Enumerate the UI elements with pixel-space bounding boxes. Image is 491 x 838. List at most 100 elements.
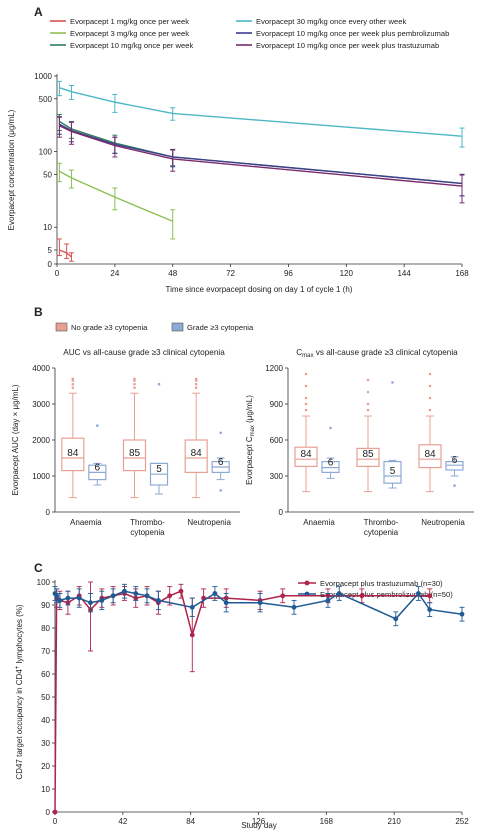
- panel-b-auc-title: AUC vs all-cause grade ≥3 clinical cytop…: [63, 348, 225, 357]
- x-tick-label: 72: [226, 269, 235, 278]
- outlier-point: [133, 377, 136, 381]
- x-tick-label: 210: [387, 817, 401, 826]
- y-tick-label: 0: [279, 508, 284, 517]
- panel-b-cmax-y-label: Evorpacept Cmax (μg/mL): [245, 395, 256, 485]
- outlier-point: [428, 372, 432, 376]
- data-point: [427, 607, 433, 612]
- box: [294, 446, 318, 468]
- panel-c: C Evorpacept plus trastuzumab (n=30)Evor…: [15, 561, 469, 830]
- outlier-point: [304, 402, 308, 406]
- data-point: [393, 616, 399, 622]
- data-point: [122, 588, 127, 594]
- group-n-label: 6: [452, 455, 458, 466]
- data-point: [325, 598, 331, 603]
- data-point: [76, 595, 82, 601]
- series-2: [52, 583, 465, 627]
- data-point: [427, 593, 433, 599]
- data-point: [144, 593, 150, 599]
- outlier-point: [71, 377, 75, 381]
- x-tick-label: 42: [118, 817, 127, 826]
- series-line: [59, 87, 463, 137]
- group-n-label: 6: [328, 458, 334, 469]
- box: [184, 439, 208, 474]
- y-tick-label: 1000: [32, 472, 50, 481]
- data-point: [133, 591, 139, 596]
- y-tick-label: 900: [270, 400, 284, 409]
- y-tick-label: 50: [43, 170, 52, 179]
- data-point: [52, 809, 58, 815]
- data-point: [459, 611, 465, 617]
- category-label: Neutropenia: [187, 518, 231, 527]
- y-tick-label: 600: [270, 436, 284, 445]
- group-n-label: 84: [424, 449, 436, 460]
- legend-label: Evorpacept plus pembrolizumab (n=50): [320, 590, 453, 599]
- data-point: [57, 598, 63, 603]
- outlier-point: [194, 377, 198, 381]
- series-line: [59, 170, 173, 222]
- series-line: [54, 590, 430, 813]
- x-tick-label: 84: [186, 817, 195, 826]
- outlier-point: [366, 378, 370, 382]
- data-point: [359, 593, 365, 599]
- y-tick-label: 100: [37, 578, 51, 587]
- series-6: [56, 116, 465, 204]
- panel-b-cmax-title: Cmax vs all-cause grade ≥3 clinical cyto…: [296, 348, 458, 359]
- y-tick-label: 100: [39, 148, 53, 157]
- series-1: [52, 581, 433, 815]
- group-n-label: 6: [218, 457, 224, 468]
- y-tick-label: 500: [39, 95, 53, 104]
- y-tick-label: 30: [41, 739, 50, 748]
- data-point: [88, 600, 93, 606]
- panel-a-plot: [56, 80, 465, 262]
- y-tick-label: 1200: [265, 364, 283, 373]
- legend-swatch: [171, 322, 184, 332]
- y-tick-label: 70: [41, 647, 50, 656]
- box: [61, 437, 85, 472]
- outlier-point: [428, 408, 432, 412]
- outlier-point: [391, 381, 394, 384]
- outlier-point: [304, 396, 308, 400]
- legend-label: Evorpacept 3 mg/kg once per week: [70, 29, 189, 38]
- category-label: Anaemia: [70, 518, 102, 527]
- outlier-point: [133, 382, 136, 386]
- panel-c-legend: Evorpacept plus trastuzumab (n=30) Evorpa…: [298, 579, 453, 599]
- y-tick-label: 1000: [34, 72, 52, 81]
- outlier-point: [133, 379, 136, 382]
- outlier-point: [133, 386, 136, 390]
- panel-c-y-axis-label: CD47 target occupancy in CD4+ lymphocyte…: [15, 604, 24, 779]
- y-tick-label: 5: [48, 246, 53, 255]
- outlier-point: [194, 386, 198, 390]
- data-point: [257, 600, 263, 606]
- series-line: [59, 123, 463, 185]
- data-point: [415, 591, 421, 596]
- series-line: [59, 125, 463, 187]
- legend-marker: [304, 580, 310, 586]
- panel-b-letter: B: [34, 305, 43, 319]
- group-n-label: 84: [300, 449, 312, 460]
- panel-a-y-axis-label: Evorpacept concentration (μg/mL): [7, 109, 16, 230]
- outlier-point: [453, 484, 456, 487]
- group-n-label: 5: [156, 464, 162, 475]
- legend-label: Evorpacept 10 mg/kg once per week plus p…: [256, 29, 449, 38]
- group-n-label: 6: [95, 462, 101, 473]
- x-tick-label: 168: [455, 269, 469, 278]
- data-point: [223, 600, 229, 606]
- legend-label: Grade ≥3 cytopenia: [187, 323, 254, 332]
- legend-label: Evorpacept 10 mg/kg once per week: [70, 41, 193, 50]
- outlier-point: [71, 386, 75, 390]
- outlier-point: [428, 384, 432, 388]
- outlier-point: [304, 408, 308, 412]
- x-tick-label: 120: [340, 269, 354, 278]
- outlier-point: [194, 382, 198, 386]
- x-tick-label: 24: [110, 269, 119, 278]
- outlier-point: [366, 408, 370, 412]
- x-tick-label: 126: [252, 817, 266, 826]
- legend-swatch: [55, 322, 68, 332]
- data-point: [54, 593, 60, 599]
- outlier-point: [219, 489, 222, 492]
- x-tick-label: 0: [53, 817, 58, 826]
- y-tick-label: 10: [41, 785, 50, 794]
- series-2: [56, 162, 176, 240]
- outlier-point: [157, 382, 161, 386]
- data-point: [178, 588, 184, 594]
